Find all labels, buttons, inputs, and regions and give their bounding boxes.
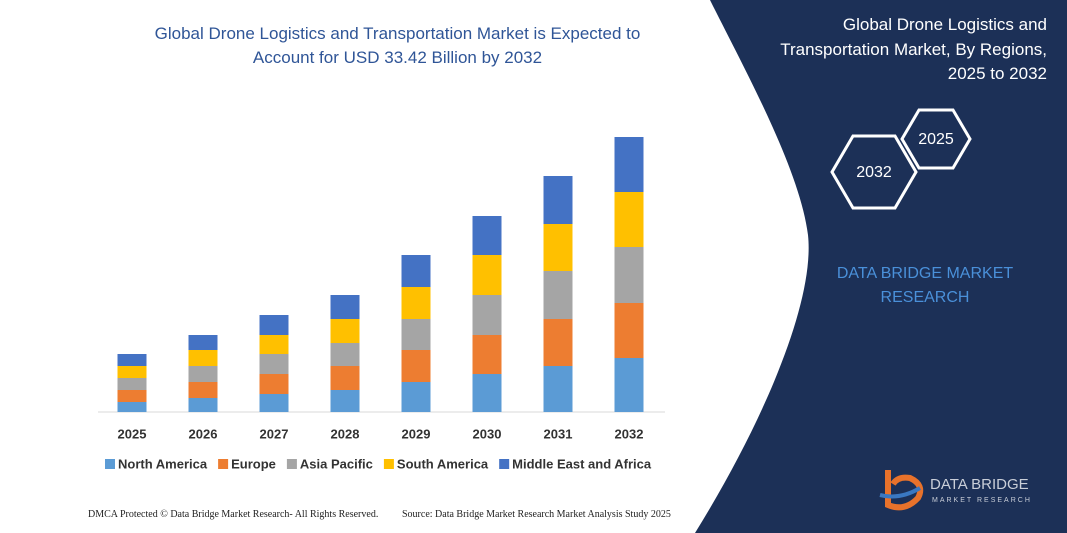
logo-name: DATA BRIDGE [930, 476, 1029, 493]
x-tick-label: 2026 [189, 426, 218, 441]
bar-segment [117, 390, 147, 402]
logo-icon [879, 486, 922, 499]
side-panel [695, 0, 1067, 533]
hex-label: 2032 [856, 164, 892, 181]
bar-segment [330, 319, 360, 343]
bar-segment [614, 247, 644, 303]
footer-right: Source: Data Bridge Market Research Mark… [402, 509, 671, 520]
legend-swatch [383, 459, 394, 469]
bar-segment [614, 137, 644, 192]
bar-segment [543, 366, 573, 412]
hex-label: 2025 [918, 131, 954, 148]
legend-label: North America [118, 456, 208, 471]
bar-segment [401, 255, 431, 287]
x-tick-label: 2032 [615, 426, 644, 441]
bar-segment [188, 335, 218, 350]
bar-segment [330, 390, 360, 412]
bar-segment [543, 271, 573, 319]
hexagon [900, 108, 972, 170]
bar-segment [472, 335, 502, 374]
legend-swatch [218, 459, 229, 469]
legend-label: Middle East and Africa [512, 456, 652, 471]
bar-segment [543, 176, 573, 224]
legend-swatch [499, 459, 510, 469]
x-tick-label: 2029 [402, 426, 431, 441]
bar-segment [401, 319, 431, 350]
hexagon [830, 134, 918, 210]
bar-segment [259, 335, 289, 354]
bar-segment [543, 224, 573, 271]
legend-label: Europe [231, 456, 276, 471]
bar-segment [614, 358, 644, 412]
bar-segment [188, 398, 218, 412]
bar-segment [401, 382, 431, 412]
legend-swatch [286, 459, 297, 469]
legend-label: South America [397, 456, 489, 471]
bar-segment [188, 350, 218, 366]
x-tick-label: 2027 [260, 426, 289, 441]
bar-segment [472, 255, 502, 295]
chart-title: Global Drone Logistics and Transportatio… [154, 24, 641, 67]
x-tick-label: 2030 [473, 426, 502, 441]
x-tick-label: 2031 [544, 426, 573, 441]
bar-segment [401, 350, 431, 382]
bar-segment [330, 295, 360, 319]
panel-title: Global Drone Logistics and Transportatio… [780, 15, 1047, 83]
footer-left: DMCA Protected © Data Bridge Market Rese… [88, 509, 379, 520]
x-tick-label: 2028 [331, 426, 360, 441]
bar-segment [188, 366, 218, 382]
bar-segment [472, 216, 502, 255]
legend-swatch [105, 459, 115, 469]
bar-segment [330, 343, 360, 366]
bar-segment [472, 295, 502, 335]
legend-label: Asia Pacific [300, 456, 373, 471]
bar-segment [117, 354, 147, 366]
brand: DATA BRIDGE MARKET RESEARCH [836, 265, 1014, 306]
bar-segment [614, 303, 644, 358]
bar-segment [259, 374, 289, 394]
bar-segment [259, 315, 289, 335]
bar-segment [401, 287, 431, 319]
bar-segment [472, 374, 502, 412]
bar-segment [543, 319, 573, 366]
bar-segment [117, 402, 147, 412]
bar-segment [259, 354, 289, 374]
bar-segment [117, 378, 147, 390]
logo-sub: MARKET RESEARCH [932, 497, 1032, 504]
bar-segment [188, 382, 218, 398]
bar-segment [117, 366, 147, 378]
bar-segment [614, 192, 644, 247]
bar-segment [259, 394, 289, 412]
x-tick-label: 2025 [118, 426, 147, 441]
bar-segment [330, 366, 360, 390]
